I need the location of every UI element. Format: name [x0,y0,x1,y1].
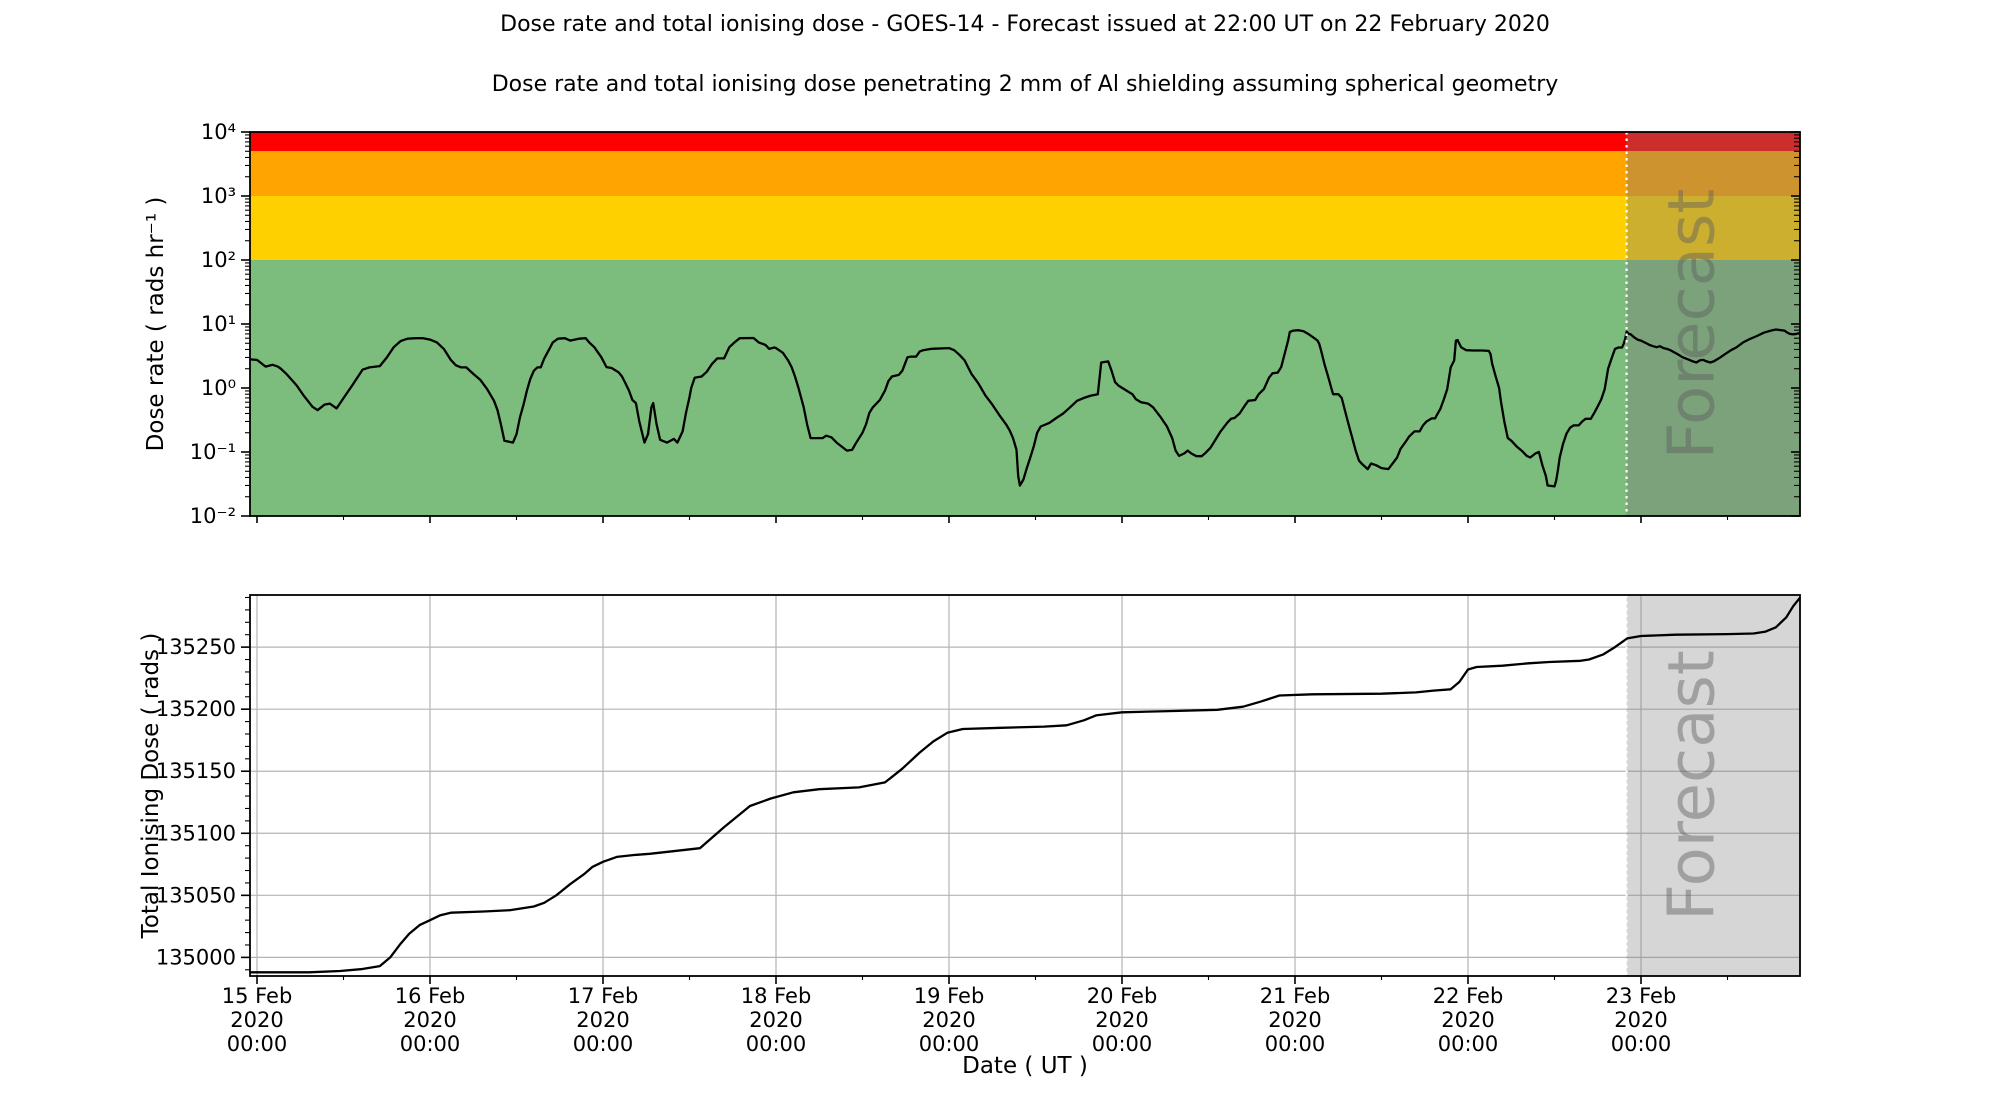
ytick-label-top: 10² [201,248,236,272]
xtick-label: 16 Feb 2020 00:00 [395,984,466,1056]
dose-rate-curve [250,328,1801,488]
orange-alert-band [250,151,1800,196]
date-xlabel: Date ( UT ) [962,1053,1088,1079]
red-alert-band [250,132,1800,152]
ytick-label-top: 10⁻¹ [190,440,236,464]
xtick-label: 22 Feb 2020 00:00 [1433,984,1504,1056]
ytick-label-top: 10³ [201,184,236,208]
xtick-label: 17 Feb 2020 00:00 [568,984,639,1056]
figure-subtitle: Dose rate and total ionising dose penetr… [491,72,1559,97]
xtick-label: 21 Feb 2020 00:00 [1260,984,1331,1056]
ytick-label-bottom: 135000 [156,945,236,969]
dose-rate-plot: Forecast 10⁻² 10⁻¹ 10⁰ 10¹ 10² 10³ 10⁴ Dose rate… [143,120,1801,528]
xtick-label: 23 Feb 2020 00:00 [1606,984,1677,1056]
figure-title: Dose rate and total ionising dose - GOES… [500,12,1550,37]
xtick-label: 19 Feb 2020 00:00 [914,984,985,1056]
ytick-label-bottom: 135150 [156,759,236,783]
forecast-region-top [1626,132,1800,516]
total-dose-curve [250,596,1802,974]
ytick-label-bottom: 135100 [156,821,236,845]
dose-rate-ylabel: Dose rate ( rads hr⁻¹ ) [143,197,169,452]
ytick-label-bottom: 135200 [156,697,236,721]
yellow-alert-band [250,196,1800,260]
xtick-label: 18 Feb 2020 00:00 [741,984,812,1056]
forecast-watermark-top: Forecast [1655,189,1729,460]
forecast-region-bottom [1626,595,1800,976]
xtick-label: 20 Feb 2020 00:00 [1087,984,1158,1056]
ytick-label-top: 10⁴ [201,120,236,144]
ytick-label-bottom: 135050 [156,883,236,907]
forecast-watermark-bottom: Forecast [1655,650,1729,921]
ytick-label-top: 10⁻² [190,504,236,528]
total-dose-plot: Forecast 135000 135050 135100 135150 135200 13… [138,594,1802,1079]
total-dose-ylabel: Total Ionising Dose ( rads ) [138,633,164,940]
ytick-label-top: 10¹ [201,312,236,336]
xtick-label: 15 Feb 2020 00:00 [222,984,293,1056]
ytick-label-bottom: 135250 [156,635,236,659]
ytick-label-top: 10⁰ [201,376,236,400]
